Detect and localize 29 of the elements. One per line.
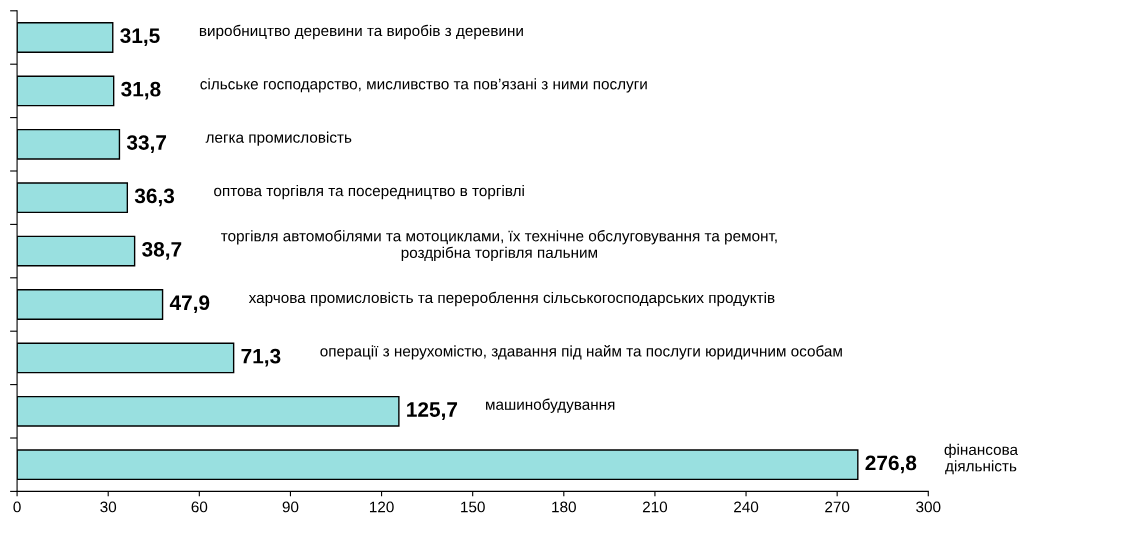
text: фінансова діяльність <box>944 443 1019 475</box>
annotation: виробництво деревини та виробів з деревини <box>199 24 523 40</box>
data-label: 276,8 <box>865 455 917 474</box>
annotation: оптова торгівля та посередництво в торгівлі <box>214 185 524 200</box>
annotation: торгівля автомобілями та мотоциклами, їх технічне обслуговування та ремонт, роздрібна торгівля пальним <box>221 230 777 262</box>
x-tick-label: 30 <box>100 501 117 513</box>
data-label: 38,7 <box>142 241 182 260</box>
x-tick-label: 120 <box>369 501 394 513</box>
data-label: 47,9 <box>169 295 210 314</box>
annotation: харчова промисловість та перероблення сільськогосподарських продуктів <box>248 291 775 307</box>
annotation: легка промисловість <box>205 131 352 146</box>
annotation: машинобудування <box>486 398 615 413</box>
x-tick-label: 180 <box>552 501 576 513</box>
x-tick-label: 300 <box>916 501 941 513</box>
x-tick-label: 240 <box>734 501 759 513</box>
annotation: операції з нерухомістю, здавання під найм та послуги юридичним особам <box>320 345 842 360</box>
x-tick-label: 210 <box>642 501 668 513</box>
data-label: 36,3 <box>134 188 175 207</box>
data-label: 31,8 <box>121 81 161 100</box>
x-tick-label: 0 <box>13 501 21 513</box>
data-label: 31,5 <box>120 28 160 47</box>
data-label: 71,3 <box>241 348 281 367</box>
data-label: 33,7 <box>126 135 167 153</box>
annotation: сільське господарство, мисливство та пов’язані з ними послуги <box>200 78 647 93</box>
x-tick-label: 60 <box>191 501 208 513</box>
x-tick-label: 150 <box>461 501 485 513</box>
x-tick-label: 90 <box>282 501 299 513</box>
data-label: 125,7 <box>407 402 458 420</box>
x-tick-label: 270 <box>825 501 850 513</box>
